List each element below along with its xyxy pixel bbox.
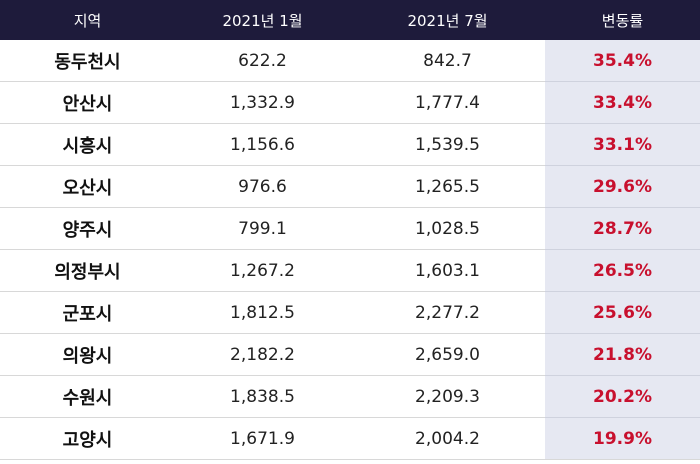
cell-jul: 1,539.5 xyxy=(350,123,545,166)
cell-region: 의정부시 xyxy=(0,249,175,292)
table-header: 지역 2021년 1월 2021년 7월 변동률 xyxy=(0,0,700,40)
cell-jul: 2,004.2 xyxy=(350,417,545,460)
cell-region: 동두천시 xyxy=(0,40,175,82)
cell-jul: 1,603.1 xyxy=(350,249,545,292)
table-row: 고양시 1,671.9 2,004.2 19.9% xyxy=(0,417,700,460)
cell-jan: 976.6 xyxy=(175,165,350,208)
cell-rate: 21.8% xyxy=(545,333,700,376)
cell-rate: 19.9% xyxy=(545,417,700,460)
cell-jul: 842.7 xyxy=(350,40,545,82)
cell-jan: 622.2 xyxy=(175,40,350,82)
table-row: 동두천시 622.2 842.7 35.4% xyxy=(0,40,700,82)
cell-jul: 1,028.5 xyxy=(350,207,545,250)
table-row: 시흥시 1,156.6 1,539.5 33.1% xyxy=(0,123,700,166)
table-row: 오산시 976.6 1,265.5 29.6% xyxy=(0,165,700,208)
cell-rate: 26.5% xyxy=(545,249,700,292)
cell-rate: 20.2% xyxy=(545,375,700,418)
cell-rate: 33.1% xyxy=(545,123,700,166)
table-row: 의왕시 2,182.2 2,659.0 21.8% xyxy=(0,333,700,376)
header-jan-2021: 2021년 1월 xyxy=(175,0,350,40)
cell-region: 안산시 xyxy=(0,81,175,124)
table-row: 안산시 1,332.9 1,777.4 33.4% xyxy=(0,81,700,124)
cell-region: 시흥시 xyxy=(0,123,175,166)
cell-jan: 1,156.6 xyxy=(175,123,350,166)
cell-region: 수원시 xyxy=(0,375,175,418)
cell-rate: 25.6% xyxy=(545,291,700,334)
cell-region: 고양시 xyxy=(0,417,175,460)
header-row: 지역 2021년 1월 2021년 7월 변동률 xyxy=(0,0,700,40)
cell-jan: 1,332.9 xyxy=(175,81,350,124)
cell-region: 군포시 xyxy=(0,291,175,334)
header-jul-2021: 2021년 7월 xyxy=(350,0,545,40)
table-row: 의정부시 1,267.2 1,603.1 26.5% xyxy=(0,249,700,292)
header-change-rate: 변동률 xyxy=(545,0,700,40)
table-body: 동두천시 622.2 842.7 35.4% 안산시 1,332.9 1,777… xyxy=(0,40,700,460)
table-row: 군포시 1,812.5 2,277.2 25.6% xyxy=(0,291,700,334)
cell-jan: 1,838.5 xyxy=(175,375,350,418)
cell-jul: 1,265.5 xyxy=(350,165,545,208)
cell-jul: 1,777.4 xyxy=(350,81,545,124)
cell-rate: 29.6% xyxy=(545,165,700,208)
cell-region: 의왕시 xyxy=(0,333,175,376)
table-row: 양주시 799.1 1,028.5 28.7% xyxy=(0,207,700,250)
cell-jul: 2,277.2 xyxy=(350,291,545,334)
cell-jul: 2,209.3 xyxy=(350,375,545,418)
cell-jan: 2,182.2 xyxy=(175,333,350,376)
cell-jan: 1,267.2 xyxy=(175,249,350,292)
cell-region: 양주시 xyxy=(0,207,175,250)
cell-region: 오산시 xyxy=(0,165,175,208)
cell-rate: 35.4% xyxy=(545,40,700,82)
cell-jan: 1,812.5 xyxy=(175,291,350,334)
cell-jul: 2,659.0 xyxy=(350,333,545,376)
cell-jan: 799.1 xyxy=(175,207,350,250)
header-region: 지역 xyxy=(0,0,175,40)
cell-rate: 28.7% xyxy=(545,207,700,250)
table-row: 수원시 1,838.5 2,209.3 20.2% xyxy=(0,375,700,418)
cell-rate: 33.4% xyxy=(545,81,700,124)
cell-jan: 1,671.9 xyxy=(175,417,350,460)
